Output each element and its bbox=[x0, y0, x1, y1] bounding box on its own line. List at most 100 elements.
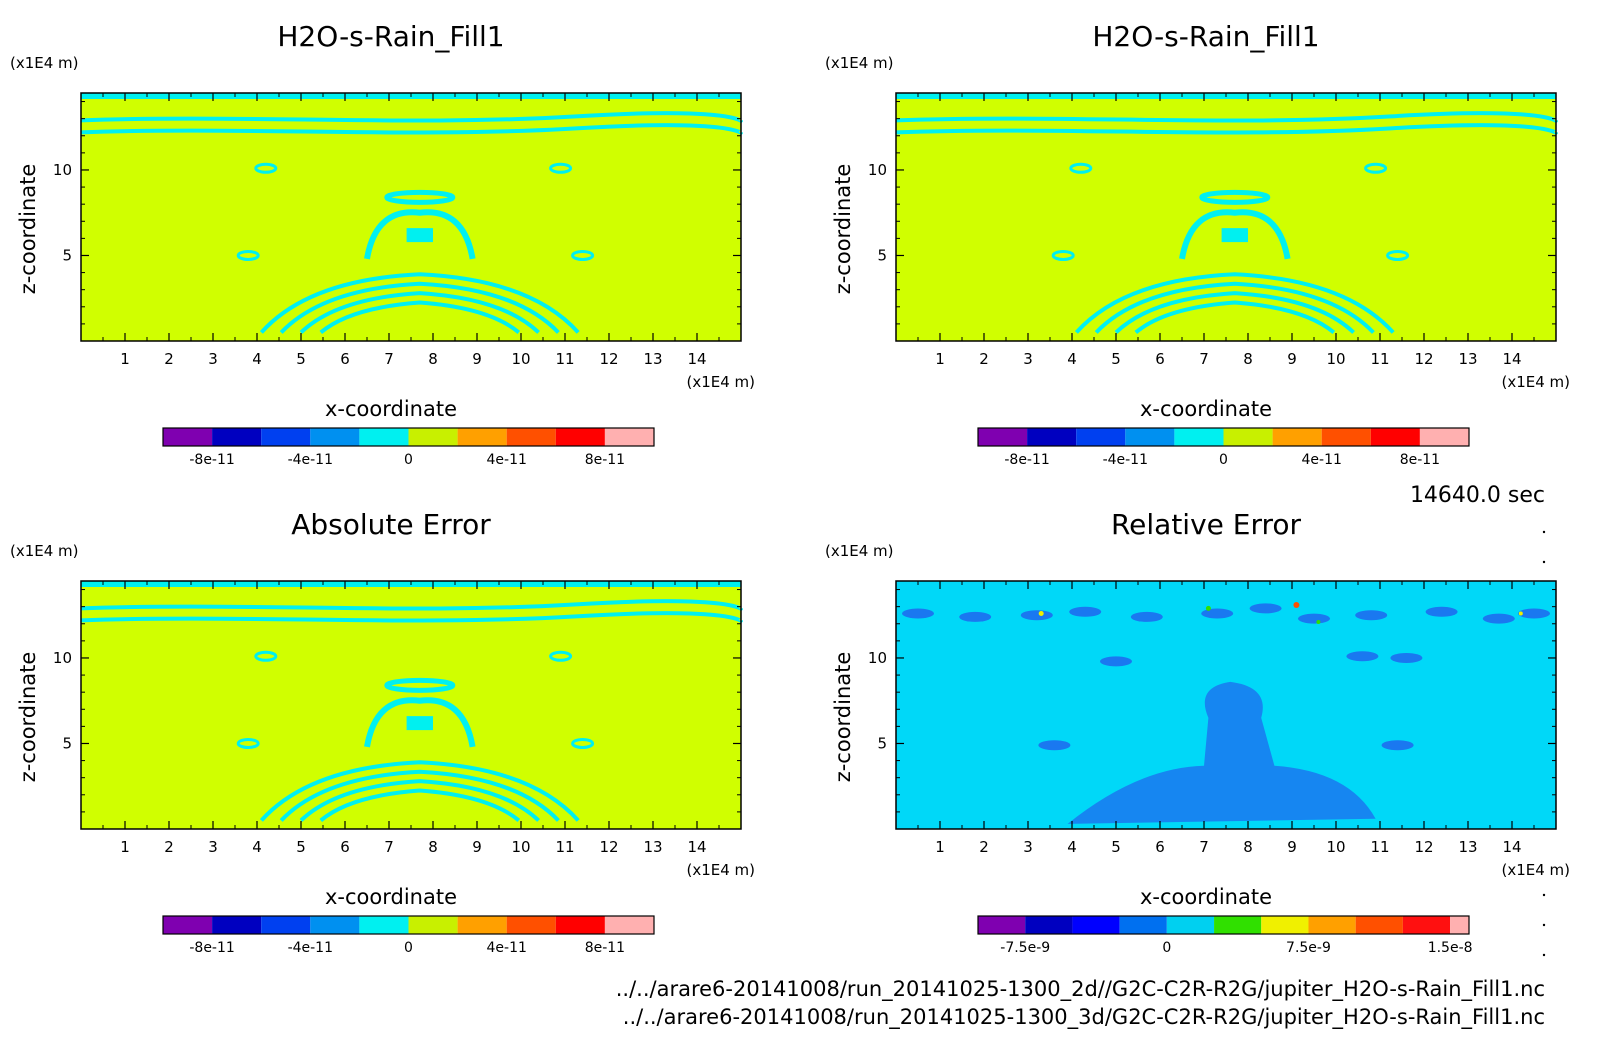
relerr-blob bbox=[1355, 610, 1388, 621]
x-axis-label: x-coordinate bbox=[1140, 397, 1272, 421]
y-tick-label: 10 bbox=[868, 161, 887, 179]
panel-4: Relative Error(x1E4 m)1 2 3 4 5 6 7 8 9 10 11 12 13 1… bbox=[825, 508, 1570, 956]
relerr-blob bbox=[1201, 608, 1234, 619]
y-tick-label: 10 bbox=[868, 649, 887, 667]
y-axis-label: z-coordinate bbox=[16, 164, 40, 295]
x-tick-label: 11 bbox=[555, 838, 574, 856]
colorbar-swatch bbox=[359, 916, 409, 934]
x-tick-label: 13 bbox=[1458, 350, 1477, 368]
colorbar-swatch bbox=[408, 428, 458, 446]
x-tick-label: 1 bbox=[935, 350, 945, 368]
colorbar-swatch bbox=[604, 916, 654, 934]
y-axis-label: z-coordinate bbox=[831, 164, 855, 295]
y-axis-label: z-coordinate bbox=[16, 652, 40, 783]
colorbar-swatch bbox=[1308, 916, 1356, 934]
contour-band bbox=[80, 611, 743, 623]
x-tick-label: 4 bbox=[252, 838, 262, 856]
relerr-blob bbox=[1346, 651, 1379, 662]
y-tick-label: 5 bbox=[62, 734, 72, 752]
relerr-speck bbox=[1293, 601, 1300, 608]
y-tick-label: 5 bbox=[877, 246, 887, 264]
contour-ring bbox=[236, 737, 260, 749]
plume-stem bbox=[364, 697, 476, 748]
relerr-blob bbox=[1298, 613, 1330, 624]
x-tick-label: 7 bbox=[1199, 350, 1209, 368]
x-tick-label: 3 bbox=[208, 350, 218, 368]
x-tick-label: 1 bbox=[120, 838, 130, 856]
relerr-blob bbox=[1425, 606, 1458, 617]
x-tick-label: 11 bbox=[1370, 838, 1389, 856]
colorbar-swatch bbox=[1214, 916, 1262, 934]
relerr-blob bbox=[1020, 610, 1053, 621]
colorbar-swatch bbox=[1419, 428, 1469, 446]
colorbar-swatch bbox=[1355, 916, 1403, 934]
y-unit-label: (x1E4 m) bbox=[10, 54, 79, 72]
relerr-blob bbox=[1518, 608, 1550, 619]
x-tick-label: 6 bbox=[340, 838, 350, 856]
x-tick-label: 14 bbox=[687, 838, 706, 856]
relerr-speck bbox=[1205, 605, 1211, 611]
contour-band bbox=[895, 111, 1558, 123]
file-path-2: ../../arare6-20141008/run_20141025-1300_… bbox=[623, 1005, 1545, 1030]
plume-arc bbox=[259, 760, 580, 822]
colorbar-swatch bbox=[457, 916, 507, 934]
contour-band bbox=[80, 111, 743, 123]
x-tick-label: 14 bbox=[1502, 350, 1521, 368]
x-tick-label: 5 bbox=[296, 350, 306, 368]
contour-ring bbox=[571, 737, 595, 749]
colorbar-swatch bbox=[1166, 916, 1215, 934]
panel-title: Relative Error bbox=[1111, 508, 1302, 541]
colorbar-label: 4e-11 bbox=[487, 940, 527, 956]
x-tick-label: 9 bbox=[1287, 350, 1297, 368]
colorbar-swatch bbox=[1027, 428, 1077, 446]
x-unit-label: (x1E4 m) bbox=[686, 373, 755, 391]
colorbar-swatch bbox=[310, 428, 360, 446]
colorbar-label: -4e-11 bbox=[1103, 452, 1148, 468]
colorbar-label: 4e-11 bbox=[1302, 452, 1342, 468]
contour-ring bbox=[254, 650, 278, 662]
x-tick-label: 8 bbox=[428, 838, 438, 856]
colorbar-swatch bbox=[163, 428, 213, 446]
x-tick-label: 8 bbox=[1243, 838, 1253, 856]
x-tick-label: 2 bbox=[979, 350, 989, 368]
colorbar-swatch bbox=[1321, 428, 1371, 446]
x-tick-label: 5 bbox=[1111, 838, 1121, 856]
colorbar-swatch bbox=[1076, 428, 1126, 446]
colorbar-swatch bbox=[506, 428, 556, 446]
plume-arc bbox=[1134, 300, 1336, 334]
plume-stem bbox=[1179, 209, 1291, 260]
relerr-plume bbox=[1067, 681, 1376, 824]
y-tick-label: 5 bbox=[62, 246, 72, 264]
x-tick-label: 7 bbox=[384, 838, 394, 856]
colorbar-swatch bbox=[555, 916, 605, 934]
colorbar-label: 1.5e-8 bbox=[1428, 940, 1473, 956]
x-tick-label: 8 bbox=[428, 350, 438, 368]
colorbar-swatch bbox=[1370, 428, 1420, 446]
colorbar-swatch bbox=[555, 428, 605, 446]
colorbar-label: 8e-11 bbox=[585, 940, 625, 956]
x-tick-label: 13 bbox=[1458, 838, 1477, 856]
plume-arc bbox=[279, 769, 560, 822]
relerr-blob bbox=[1100, 656, 1132, 667]
contour-ring bbox=[1051, 249, 1075, 261]
x-tick-label: 6 bbox=[1155, 838, 1165, 856]
colorbar-label: -8e-11 bbox=[189, 940, 234, 956]
colorbar-swatch bbox=[1072, 916, 1120, 934]
colorbar-swatch bbox=[1450, 916, 1469, 934]
colorbar-label: 0 bbox=[1162, 940, 1171, 956]
relerr-blob bbox=[902, 608, 934, 619]
x-axis-label: x-coordinate bbox=[1140, 885, 1272, 909]
colorbar-frame bbox=[977, 915, 1470, 935]
colorbar-swatch bbox=[978, 428, 1028, 446]
colorbar-frame bbox=[162, 427, 655, 447]
relerr-blob bbox=[1069, 606, 1102, 617]
colorbar-swatch bbox=[310, 916, 360, 934]
colorbar-label: 4e-11 bbox=[487, 452, 527, 468]
panel-title: H2O-s-Rain_Fill1 bbox=[277, 20, 504, 53]
plume-arc bbox=[259, 272, 580, 334]
colorbar-swatch bbox=[1025, 916, 1073, 934]
colorbar-swatch bbox=[604, 428, 654, 446]
colorbar-swatch bbox=[261, 428, 311, 446]
y-tick-label: 10 bbox=[53, 649, 72, 667]
x-tick-label: 12 bbox=[599, 838, 618, 856]
